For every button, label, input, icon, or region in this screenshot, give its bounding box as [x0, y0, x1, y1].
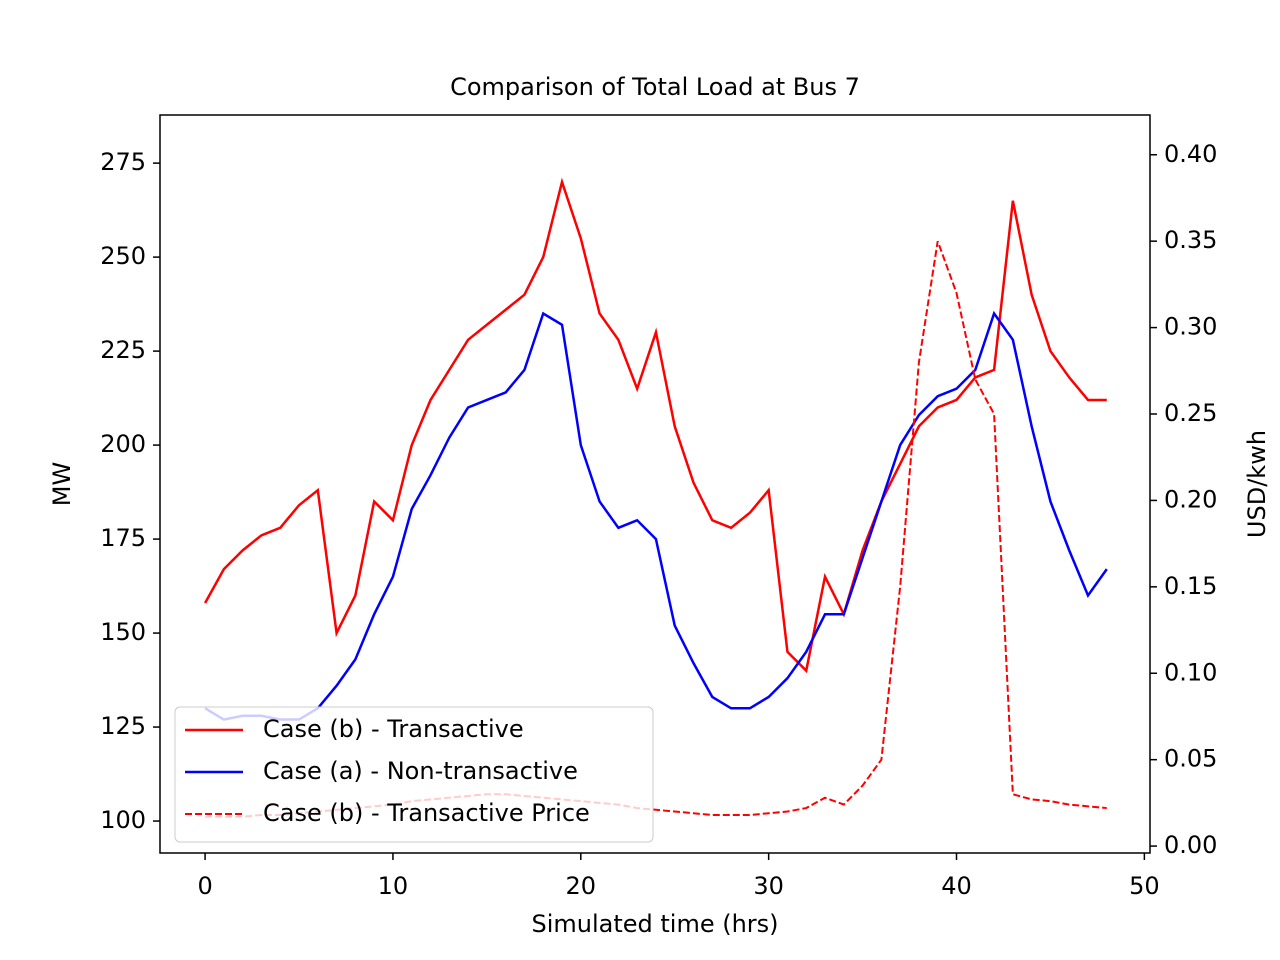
y2-tick-label: 0.40	[1164, 140, 1217, 168]
x-tick-label: 10	[378, 872, 409, 900]
x-tick-label: 20	[566, 872, 597, 900]
legend-label: Case (a) - Non-transactive	[263, 757, 578, 785]
y2-tick-label: 0.20	[1164, 485, 1217, 513]
y2-tick-label: 0.25	[1164, 399, 1217, 427]
y-tick-label: 150	[100, 618, 146, 646]
y2-axis-label: USD/kwh	[1243, 430, 1271, 538]
y-tick-label: 200	[100, 430, 146, 458]
y-tick-label: 125	[100, 712, 146, 740]
series-line	[203, 177, 1107, 674]
y2-tick-label: 0.30	[1164, 313, 1217, 341]
y2-tick-label: 0.35	[1164, 226, 1217, 254]
legend-label: Case (b) - Transactive	[263, 715, 524, 743]
y-tick-label: 175	[100, 524, 146, 552]
legend-box	[174, 706, 654, 843]
x-tick-label: 40	[941, 872, 972, 900]
chart-title: Comparison of Total Load at Bus 7	[450, 73, 860, 101]
x-axis-label: Simulated time (hrs)	[531, 910, 778, 938]
y-tick-label: 275	[100, 148, 146, 176]
y2-tick-label: 0.00	[1164, 831, 1217, 859]
y-tick-label: 100	[100, 806, 146, 834]
x-tick-label: 0	[197, 872, 212, 900]
series-line	[204, 310, 1108, 721]
y2-tick-label: 0.10	[1164, 658, 1217, 686]
plot-frame	[159, 114, 1151, 854]
y-tick-label: 225	[100, 336, 146, 364]
x-tick-label: 50	[1129, 872, 1160, 900]
x-tick-label: 30	[753, 872, 784, 900]
y-axis-label: MW	[48, 462, 76, 506]
legend-label: Case (b) - Transactive Price	[263, 799, 590, 827]
y2-tick-label: 0.15	[1164, 572, 1217, 600]
y2-tick-label: 0.05	[1164, 745, 1217, 773]
y-tick-label: 250	[100, 242, 146, 270]
